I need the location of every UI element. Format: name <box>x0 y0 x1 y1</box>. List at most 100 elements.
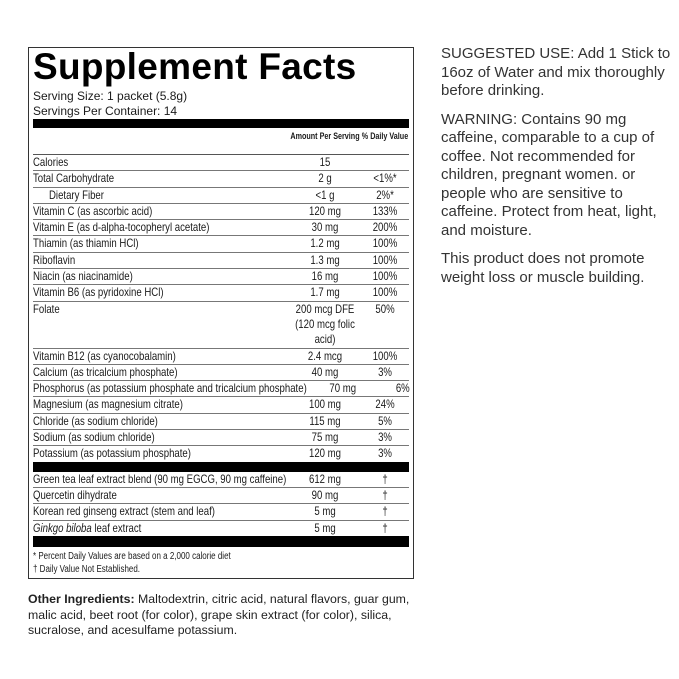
amount-value: 1.2 mg <box>310 236 340 251</box>
daily-value: 100% <box>372 252 398 267</box>
amount-per-serving: 2 g <box>289 171 361 186</box>
ingredient-name: Phosphorus (as potassium phosphate and t… <box>33 381 307 396</box>
amount-per-serving: 5 mg <box>289 521 361 536</box>
amount-per-serving: <1 g <box>289 188 361 203</box>
daily-value: 200% <box>372 220 398 235</box>
amount-value: 100 mg <box>308 397 342 412</box>
supplement-facts-panel: Supplement Facts Serving Size: 1 packet … <box>28 47 414 579</box>
other-ingredients: Other Ingredients: Maltodextrin, citric … <box>28 592 423 639</box>
amount-value: 1.7 mg <box>310 285 340 300</box>
amount-value: <1 g <box>315 187 335 202</box>
ingredient-name-suffix: leaf extract <box>91 520 142 535</box>
daily-value: 6% <box>395 381 410 396</box>
nutrient-row: Folate 200 mcg DFE (120 mcg folic acid) 50% <box>33 302 409 349</box>
daily-value <box>361 155 409 170</box>
amount-value: 75 mg <box>311 430 339 445</box>
suggested-use-text: Add 1 Stick to 16oz of Water and mix tho… <box>441 45 671 99</box>
ingredient-name: Dietary Fiber <box>49 187 104 202</box>
amount-per-serving: 120 mg <box>289 204 361 219</box>
extract-row: Green tea leaf extract blend (90 mg EGCG… <box>33 472 409 488</box>
amount-value: 120 mg <box>308 446 342 461</box>
ingredient-name: Vitamin C (as ascorbic acid) <box>33 203 153 218</box>
daily-value: 133% <box>372 203 398 218</box>
amount-header: Amount Per Serving <box>290 131 360 141</box>
amount-per-serving: 5 mg <box>289 504 361 519</box>
amount-per-serving: 115 mg <box>289 414 361 429</box>
amount-value-secondary: (120 mcg folic acid) <box>295 316 355 347</box>
other-ingredients-label: Other Ingredients: <box>28 592 135 606</box>
amount-per-serving: 70 mg <box>307 381 379 396</box>
amount-value: 90 mg <box>311 487 339 502</box>
amount-value: 120 mg <box>308 203 342 218</box>
nutrient-row: Vitamin C (as ascorbic acid) 120 mg 133% <box>33 203 409 221</box>
nutrient-row: Thiamin (as thiamin HCl) 1.2 mg 100% <box>33 236 409 253</box>
footnotes: * Percent Daily Values are based on a 2,… <box>33 547 409 578</box>
ingredient-name: Korean red ginseng extract (stem and lea… <box>33 504 215 519</box>
ingredient-name: Sodium (as sodium chloride) <box>33 430 155 445</box>
daily-value: 3% <box>378 446 392 461</box>
daily-value: 50% <box>375 301 395 316</box>
amount-value: 200 mcg DFE <box>295 301 355 316</box>
amount-per-serving: 120 mg <box>289 446 361 461</box>
divider-bar <box>33 535 409 547</box>
daily-value: 100% <box>372 348 398 363</box>
ingredient-name: Vitamin B12 (as cyanocobalamin) <box>33 348 176 363</box>
ingredient-name: Riboflavin <box>33 252 76 267</box>
nutrient-row: Niacin (as niacinamide) 16 mg 100% <box>33 269 409 286</box>
nutrient-row: Calcium (as tricalcium phosphate) 40 mg 3% <box>33 364 409 382</box>
amount-per-serving: 1.3 mg <box>289 253 361 268</box>
divider-bar <box>33 119 409 128</box>
amount-per-serving: 2.4 mcg <box>289 349 361 364</box>
usage-info: SUGGESTED USE: Add 1 Stick to 16oz of Wa… <box>441 45 671 297</box>
amount-per-serving: 100 mg <box>289 397 361 412</box>
daily-value-header: % Daily Value <box>361 131 409 141</box>
amount-value: 70 mg <box>329 381 357 396</box>
product-note: This product does not promote weight los… <box>441 250 645 286</box>
daily-value: † <box>382 504 388 519</box>
nutrient-row: Dietary Fiber <1 g 2%* <box>33 188 409 204</box>
daily-value: † <box>382 487 388 502</box>
daily-value: <1%* <box>373 171 397 186</box>
amount-value: 612 mg <box>308 471 342 486</box>
extract-row: Quercetin dihydrate 90 mg † <box>33 487 409 505</box>
extract-row: Ginkgo biloba leaf extract 5 mg † <box>33 521 409 536</box>
daily-value: 100% <box>372 236 398 251</box>
nutrient-row: Total Carbohydrate 2 g <1%* <box>33 171 409 188</box>
amount-per-serving: 16 mg <box>289 269 361 284</box>
daily-value: † <box>382 520 388 535</box>
warning-label: WARNING: <box>441 110 518 128</box>
daily-value: 5% <box>378 413 392 428</box>
amount-per-serving: 30 mg <box>289 220 361 235</box>
amount-per-serving: 612 mg <box>289 472 361 487</box>
ingredient-name: Thiamin (as thiamin HCl) <box>33 236 139 251</box>
nutrient-row: Magnesium (as magnesium citrate) 100 mg 24… <box>33 397 409 414</box>
amount-value: 15 <box>319 155 331 169</box>
daily-value: 3% <box>378 364 392 379</box>
ingredient-name: Green tea leaf extract blend (90 mg EGCG… <box>33 471 287 486</box>
amount-value: 2.4 mcg <box>307 348 343 363</box>
nutrient-row: Chloride (as sodium chloride) 115 mg 5% <box>33 413 409 431</box>
daily-value: 100% <box>372 285 398 300</box>
ingredient-name: Ginkgo biloba leaf extract <box>33 521 289 536</box>
amount-per-serving: 15 <box>289 155 361 170</box>
extract-row: Korean red ginseng extract (stem and lea… <box>33 504 409 521</box>
ingredient-name: Total Carbohydrate <box>33 171 115 186</box>
extract-list: Green tea leaf extract blend (90 mg EGCG… <box>33 472 409 536</box>
ingredient-name: Calcium (as tricalcium phosphate) <box>33 364 178 379</box>
amount-value: 2 g <box>318 171 332 186</box>
amount-value: 115 mg <box>309 413 341 428</box>
daily-value: 24% <box>375 397 395 412</box>
serving-size: Serving Size: 1 packet (5.8g) <box>33 89 188 103</box>
amount-value: 16 mg <box>311 269 339 284</box>
nutrient-row: Potassium (as potassium phosphate) 120 mg… <box>33 446 409 461</box>
nutrient-row: Vitamin B12 (as cyanocobalamin) 2.4 mcg 10… <box>33 349 409 365</box>
other-ingredients-text: Maltodextrin, citric acid, natural flavo… <box>28 592 410 637</box>
nutrient-row: Phosphorus (as potassium phosphate and t… <box>33 381 410 398</box>
footnote-percent: * Percent Daily Values are based on a 2,… <box>33 550 231 562</box>
ingredient-name: Folate <box>33 301 60 316</box>
nutrient-list: Calories 15 Total Carbohydrate 2 g <1%* Dieta… <box>33 155 410 462</box>
footnote-dagger: † Daily Value Not Established. <box>33 563 141 575</box>
ingredient-name: Chloride (as sodium chloride) <box>33 413 158 428</box>
daily-value: 2%* <box>376 187 394 202</box>
ingredient-name: Quercetin dihydrate <box>33 487 117 502</box>
